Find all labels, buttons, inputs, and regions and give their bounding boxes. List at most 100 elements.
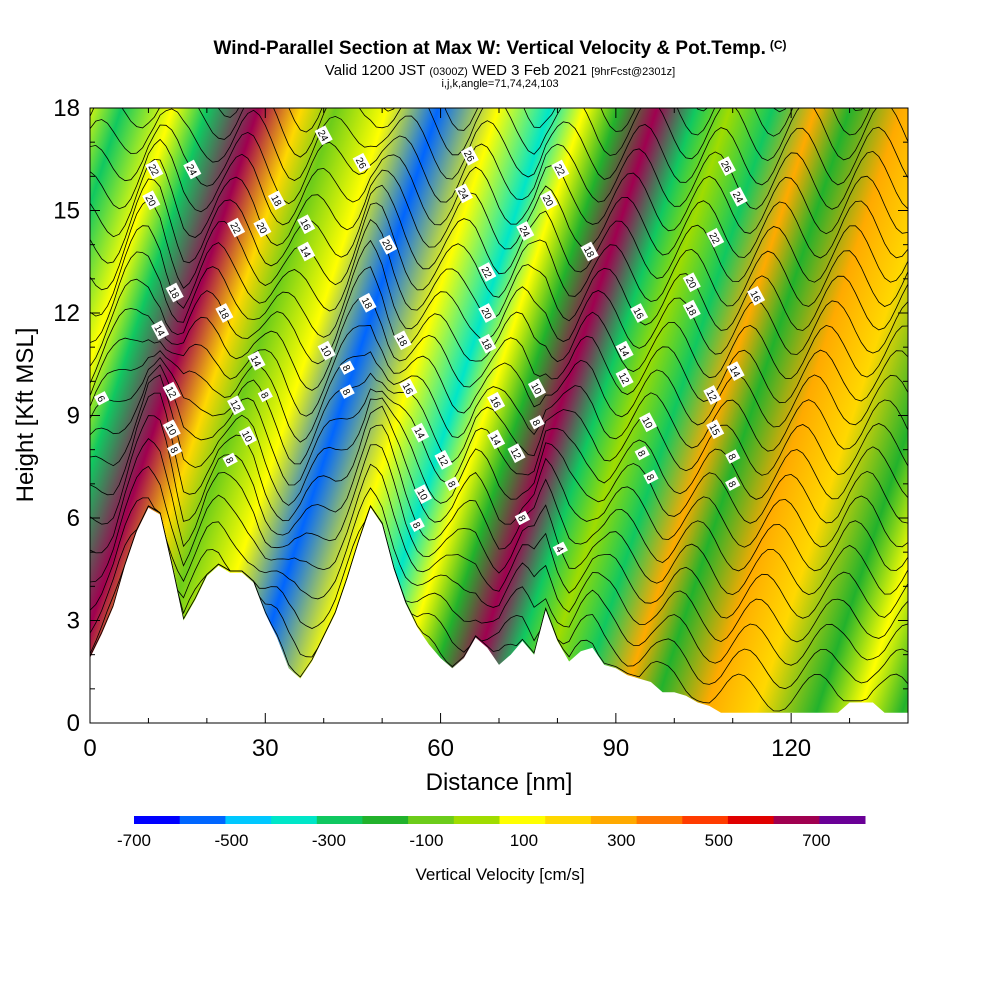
x-tick-label: 60 [427, 735, 454, 762]
theta-contour-label: 24 [183, 159, 202, 180]
label-box [94, 391, 110, 406]
theta-contour-line [90, 158, 908, 259]
label-text: 18 [359, 296, 374, 311]
colorbar-tick-label: -300 [312, 831, 346, 850]
colorbar-label: Vertical Velocity [cm/s] [415, 865, 584, 884]
label-text: 8 [635, 449, 648, 459]
theta-contour-line [90, 463, 908, 619]
theta-contour-label: 15 [706, 419, 725, 440]
theta-contour-label: 24 [729, 186, 748, 207]
label-text: 20 [254, 221, 269, 236]
label-text: 14 [297, 245, 312, 260]
colorbar-swatch [636, 816, 683, 824]
label-text: 8 [340, 387, 353, 397]
chart-title: Wind-Parallel Section at Max W: Vertical… [213, 38, 787, 59]
chart-subtitle: Valid 1200 JST (0300Z) WED 3 Feb 2021 [9… [324, 62, 676, 79]
label-text: 20 [479, 306, 494, 321]
theta-contour-label: 10 [638, 412, 658, 433]
label-text: 14 [248, 354, 263, 369]
y-axis: 0 3 6 9 12 15 18 [53, 95, 908, 737]
theta-contour-label: 8 [339, 360, 355, 375]
colorbar-tick-label: 100 [510, 831, 538, 850]
theta-contour-line [90, 392, 908, 548]
label-text: 16 [630, 306, 645, 321]
label-text: 10 [528, 381, 543, 396]
theta-contour-label: 10 [162, 419, 181, 440]
y-tick-label: 6 [67, 505, 80, 532]
colorbar-swatch [727, 816, 775, 824]
x-tick-label: 0 [83, 735, 96, 762]
colorbar: -700 -500 -300 -100 100 300 500 700 [117, 816, 866, 850]
label-box [539, 190, 558, 211]
theta-contour-line [90, 108, 908, 162]
label-box [682, 272, 701, 293]
label-box [297, 214, 316, 235]
theta-contour-line [217, 108, 871, 137]
theta-contour-label: 8 [643, 469, 659, 485]
theta-contour-line [90, 108, 908, 186]
colorbar-tick-label: 700 [802, 831, 830, 850]
label-box [267, 190, 287, 211]
label-text: 18 [268, 194, 283, 209]
label-text: 22 [552, 163, 567, 178]
label-box [703, 385, 722, 405]
label-text: 8 [445, 479, 458, 489]
label-box [358, 292, 377, 313]
colorbar-swatch [682, 816, 729, 824]
label-text: 10 [239, 429, 254, 444]
colorbar-swatch [179, 816, 226, 824]
label-box [165, 282, 184, 303]
theta-contour-line [90, 138, 908, 235]
label-text: 16 [297, 217, 312, 232]
label-text: 15 [706, 422, 721, 437]
label-box [215, 303, 234, 323]
y-tick-label: 3 [67, 608, 80, 635]
label-text: 8 [340, 363, 353, 373]
theta-contour-label: 8 [222, 452, 238, 468]
theta-contour-line [90, 199, 908, 307]
label-text: 10 [414, 487, 429, 502]
colorbar-swatch [362, 816, 409, 824]
label-box [487, 391, 506, 412]
label-text: 22 [706, 231, 721, 246]
theta-contour-label: 22 [227, 217, 246, 238]
theta-contour-label: 18 [393, 330, 412, 351]
y-axis-label: Height [Kft MSL] [12, 328, 39, 503]
theta-contour-line [90, 487, 908, 643]
label-box [393, 330, 412, 351]
theta-contour-label: 14 [247, 350, 266, 371]
label-box [145, 159, 164, 180]
theta-contour-label: 12 [703, 385, 722, 405]
label-text: 22 [227, 221, 242, 236]
label-box [253, 217, 272, 238]
theta-contour-label: 14 [615, 340, 634, 361]
label-box [238, 426, 257, 446]
label-box [725, 476, 741, 492]
theta-contour-label: 24 [516, 221, 535, 241]
label-box [413, 484, 433, 504]
label-box [725, 449, 741, 464]
theta-contour-line [90, 178, 908, 283]
label-text: 8 [410, 520, 423, 530]
theta-contour-label: 8 [634, 445, 650, 461]
label-text: 20 [379, 238, 394, 253]
label-text: 24 [455, 187, 470, 202]
label-text: 24 [184, 163, 199, 178]
label-text: 18 [581, 245, 596, 260]
x-tick-label: 30 [252, 735, 279, 762]
label-box [514, 510, 531, 526]
label-box [478, 333, 497, 354]
colorbar-tick-label: -500 [214, 831, 248, 850]
label-text: 10 [163, 422, 178, 437]
theta-contour-line [90, 505, 908, 690]
terrain-mask [90, 507, 908, 723]
x-axis-label: Distance [nm] [426, 769, 573, 796]
label-box [162, 381, 181, 402]
theta-contour-label: 26 [460, 145, 479, 166]
y-tick-label: 15 [53, 198, 80, 225]
theta-contour-label: 18 [358, 292, 377, 313]
colorbar-swatch [408, 816, 455, 824]
label-box [551, 159, 570, 180]
theta-contour-label: 14 [726, 361, 745, 381]
